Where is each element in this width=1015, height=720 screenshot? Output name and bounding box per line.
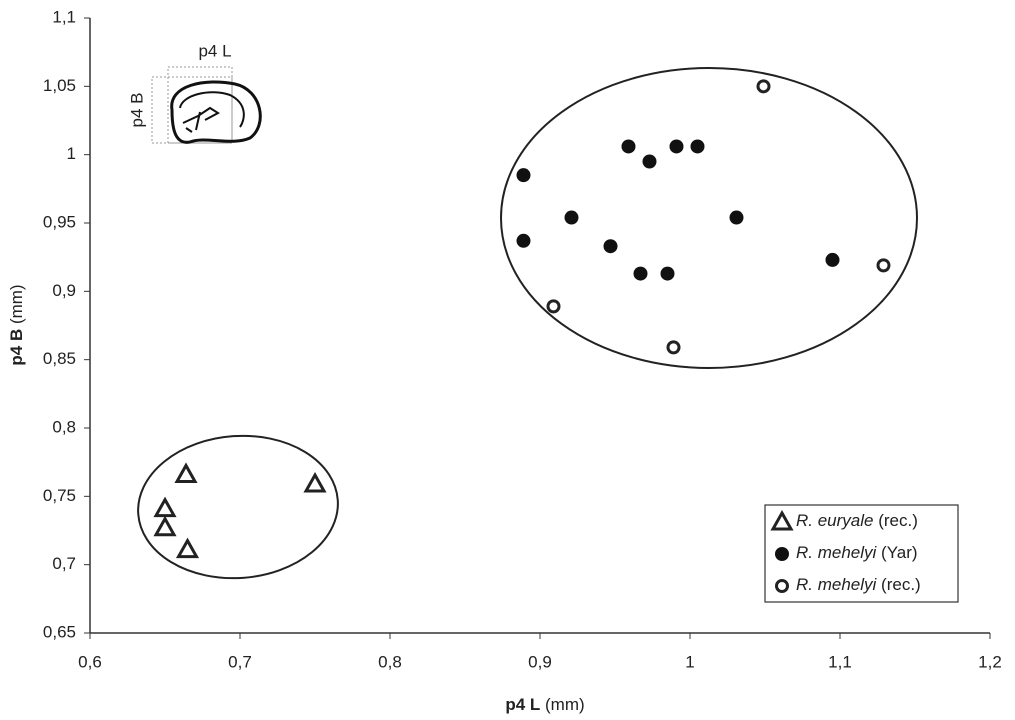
point <box>565 211 579 225</box>
legend-marker <box>777 581 788 592</box>
point <box>177 465 195 481</box>
y-axis-title-unit: (mm) <box>7 284 26 324</box>
point <box>548 301 559 312</box>
x-tick-label: 0,8 <box>378 652 402 671</box>
legend-qualifier: (rec.) <box>878 511 918 530</box>
y-axis-title: p4 B (mm) <box>7 284 26 365</box>
point <box>517 168 531 182</box>
inset-label: p4 B <box>127 93 146 128</box>
x-tick-label: 0,7 <box>228 652 252 671</box>
x-tick-label: 0,6 <box>78 652 102 671</box>
y-tick-label: 1,05 <box>43 76 76 95</box>
x-axis-title: p4 L (mm) <box>505 695 584 714</box>
point <box>826 253 840 267</box>
point <box>517 234 531 248</box>
x-tick-label: 1 <box>685 652 694 671</box>
y-tick-label: 0,65 <box>43 622 76 641</box>
point <box>661 267 675 281</box>
x-tick-label: 1,1 <box>828 652 852 671</box>
legend-label: R. mehelyi (Yar) <box>796 543 918 562</box>
y-tick-label: 0,9 <box>52 281 76 300</box>
inset-box <box>152 77 232 143</box>
cluster-ellipse <box>133 429 342 585</box>
y-tick-label: 1 <box>67 144 76 163</box>
y-tick-label: 0,85 <box>43 349 76 368</box>
inset: p4 L p4 B <box>127 41 260 143</box>
y-tick-label: 0,7 <box>52 554 76 573</box>
point <box>634 267 648 281</box>
chart: p4 L p4 B p4 L (mm) p4 B (mm) 0,65 0,7 0,7… <box>0 0 1015 720</box>
legend-qualifier: (Yar) <box>881 543 918 562</box>
y-tick-label: 0,75 <box>43 486 76 505</box>
legend-label: R. mehelyi (rec.) <box>796 575 921 594</box>
point <box>156 500 174 516</box>
point <box>179 541 197 557</box>
x-tick-label: 1,2 <box>978 652 1002 671</box>
x-axis-title-main: p4 L <box>505 695 540 714</box>
x-axis-title-unit: (mm) <box>545 695 585 714</box>
point <box>730 211 744 225</box>
legend-name: R. mehelyi <box>796 543 878 562</box>
legend-qualifier: (rec.) <box>881 575 921 594</box>
y-axis-title-main: p4 B <box>7 329 26 366</box>
point <box>156 519 174 535</box>
point <box>670 139 684 153</box>
point <box>306 475 324 491</box>
y-tick-label: 0,95 <box>43 212 76 231</box>
inset-box <box>168 67 232 143</box>
point <box>604 239 618 253</box>
point <box>668 342 679 353</box>
tooth-detail <box>180 92 244 132</box>
cluster-ellipse <box>501 68 917 368</box>
legend-name: R. mehelyi <box>796 575 878 594</box>
legend-label: R. euryale (rec.) <box>796 511 918 530</box>
inset-label: p4 L <box>198 41 231 60</box>
point <box>758 81 769 92</box>
point <box>691 139 705 153</box>
legend-name: R. euryale <box>796 511 873 530</box>
point <box>622 139 636 153</box>
legend-marker <box>775 547 789 561</box>
y-tick-label: 0,8 <box>52 417 76 436</box>
y-tick-label: 1,1 <box>52 7 76 26</box>
point <box>643 155 657 169</box>
point <box>878 260 889 271</box>
x-tick-label: 0,9 <box>528 652 552 671</box>
